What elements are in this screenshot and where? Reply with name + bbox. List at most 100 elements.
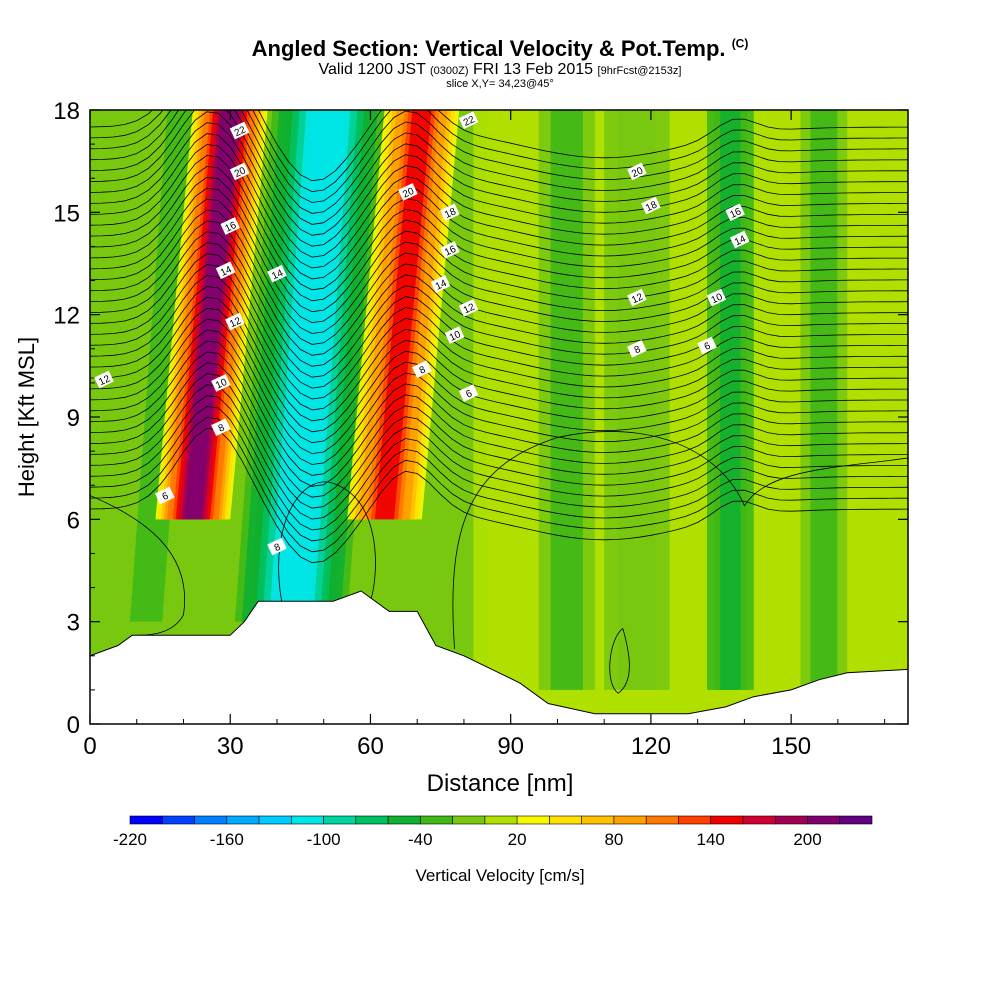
theta-contour-8 <box>90 340 908 476</box>
theta-contour-17 <box>90 242 908 378</box>
colorbar-swatch <box>839 815 873 825</box>
theta-contour-23 <box>90 176 908 313</box>
colorbar-tick-label: 80 <box>604 830 623 849</box>
y-tick-label: 18 <box>53 98 80 125</box>
theta-label-text: 12 <box>462 302 477 317</box>
y-tick-label: 12 <box>53 303 80 330</box>
theta-label-bg <box>706 288 727 307</box>
theta-label-21: 14 <box>729 230 750 249</box>
theta-contour-10 <box>90 318 908 455</box>
y-tick-label: 6 <box>67 507 80 534</box>
theta-contour-34 <box>90 110 908 193</box>
terrain <box>90 590 908 724</box>
theta-label-bg <box>267 537 287 556</box>
colorbar-label: Vertical Velocity [cm/s] <box>415 866 584 885</box>
theta-label-bg <box>444 326 465 344</box>
theta-label-text: 22 <box>233 124 248 139</box>
x-tick-label: 150 <box>771 733 811 760</box>
theta-label-14: 18 <box>440 203 460 222</box>
theta-contour-6 <box>90 362 908 498</box>
colorbar-swatch <box>549 815 583 825</box>
theta-label-24: 20 <box>627 162 647 181</box>
theta-label-bg <box>94 370 114 389</box>
chart-subtitle: Valid 1200 JST (0300Z) FRI 13 Feb 2015 [… <box>0 61 1000 79</box>
theta-label-text: 6 <box>464 388 474 401</box>
y-tick-label: 0 <box>67 712 80 739</box>
theta-label-text: 20 <box>233 165 248 180</box>
theta-label-15: 20 <box>398 183 418 201</box>
colorbar-tick-label: 20 <box>508 830 527 849</box>
colorbar-tick-label: -160 <box>210 830 244 849</box>
x-tick-label: 90 <box>497 733 524 760</box>
theta-label-text: 16 <box>223 220 238 235</box>
theta-label-bg <box>440 203 460 222</box>
colorbar-swatch <box>129 815 163 825</box>
theta-label-text: 14 <box>219 264 234 279</box>
theta-contour-3 <box>90 395 908 531</box>
theta-contour-7 <box>90 351 908 487</box>
theta-label-bg <box>458 298 479 317</box>
theta-label-text: 16 <box>443 244 458 259</box>
theta-label-7: 22 <box>229 121 250 140</box>
theta-label-bg <box>155 486 175 505</box>
theta-contour-low-west <box>90 495 186 636</box>
theta-contour-0 <box>90 427 908 564</box>
theta-label-23: 18 <box>641 196 661 215</box>
colorbar-swatch <box>162 815 195 825</box>
theta-contour-9 <box>90 329 908 465</box>
valid-utc: (0300Z) <box>430 65 469 77</box>
theta-contour-31 <box>90 110 908 225</box>
y-tick-label: 15 <box>53 200 80 227</box>
colorbar-swatch <box>516 815 550 825</box>
theta-label-text: 12 <box>630 291 645 306</box>
theta-label-text: 8 <box>217 422 227 435</box>
theta-label-17: 8 <box>627 339 647 358</box>
colorbar-swatch <box>710 815 744 825</box>
theta-label-bg <box>729 230 750 249</box>
theta-label-bg <box>220 217 240 235</box>
theta-label-text: 18 <box>644 199 659 214</box>
theta-label-text: 18 <box>443 206 458 221</box>
valid-date: FRI 13 Feb 2015 <box>473 61 594 78</box>
colorbar-tick-label: 140 <box>697 830 725 849</box>
theta-label-bg <box>440 241 460 259</box>
theta-label-6: 20 <box>229 162 250 181</box>
theta-label-bg <box>225 312 245 331</box>
theta-label-11: 12 <box>458 298 479 317</box>
theta-label-bg <box>267 264 287 283</box>
colorbar-tick-label: 200 <box>793 830 821 849</box>
chart-title: Angled Section: Vertical Velocity & Pot.… <box>0 36 1000 62</box>
title-text: Angled Section: Vertical Velocity & Pot.… <box>251 36 726 61</box>
x-axis: 0 30 60 90 120 150 <box>83 110 886 760</box>
theta-contour-29 <box>90 111 908 247</box>
valid-prefix: Valid 1200 JST <box>318 61 426 78</box>
theta-contour-low-cell <box>609 628 630 694</box>
velocity-column-5-band-1 <box>489 110 533 690</box>
theta-label-bg <box>627 288 647 307</box>
y-tick-label: 9 <box>67 405 80 432</box>
theta-label-10: 10 <box>444 326 465 344</box>
velocity-column-4-band-7 <box>374 110 432 520</box>
colorbar-tick-label: -220 <box>113 830 147 849</box>
forecast-info: [9hrFcst@2153z] <box>597 65 682 77</box>
theta-contour-21 <box>90 198 908 334</box>
title-suffix: (C) <box>731 36 749 51</box>
velocity-column-6-band-1 <box>550 110 583 690</box>
y-tick-label: 3 <box>67 610 80 637</box>
theta-contour-13 <box>90 285 908 422</box>
colorbar: -220 -160 -100 -40 20 80 140 200 <box>113 815 873 849</box>
colorbar-swatch <box>807 815 841 825</box>
theta-label-8: 6 <box>458 384 479 402</box>
theta-label-bg <box>725 203 745 222</box>
theta-label-20: 10 <box>706 288 727 307</box>
theta-contour-4 <box>90 384 908 520</box>
theta-label-27: 8 <box>267 537 287 556</box>
colorbar-tick-label: -40 <box>408 830 433 849</box>
colorbar-swatch <box>323 815 357 825</box>
theta-label-text: 8 <box>273 542 283 555</box>
theta-label-12: 14 <box>430 275 451 293</box>
theta-label-bg <box>458 111 479 130</box>
theta-contour-14 <box>90 275 908 411</box>
theta-label-text: 6 <box>703 340 713 353</box>
